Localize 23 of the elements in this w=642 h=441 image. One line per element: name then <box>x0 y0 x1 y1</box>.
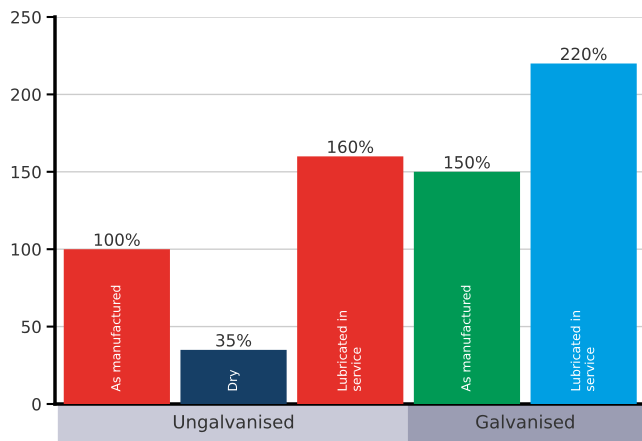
y-tick-label: 0 <box>32 398 41 411</box>
y-tick-label: 50 <box>22 320 41 334</box>
x-tick-label: Lubricated in service <box>570 311 594 391</box>
x-tick-label: As manufactured <box>110 286 120 392</box>
bar <box>530 63 637 404</box>
y-tick-label: 250 <box>11 10 41 24</box>
data-label: 220% <box>561 48 607 60</box>
bar <box>180 350 287 404</box>
data-label: 100% <box>94 233 140 246</box>
text: Galvanised <box>476 414 574 429</box>
y-tick-label: 100 <box>12 243 41 256</box>
bar <box>64 249 170 404</box>
y-tick-label: 150 <box>12 166 41 178</box>
x-tick-label: As manufactured <box>460 286 471 392</box>
x-tick-label: Lubricated in service <box>337 311 361 391</box>
data-label: 150% <box>444 156 490 169</box>
y-tick-label: 200 <box>11 88 41 101</box>
data-label: 160% <box>328 140 374 154</box>
text: Ungalvanised <box>174 414 294 432</box>
data-label: 35% <box>216 334 252 347</box>
bar <box>414 172 520 404</box>
bar <box>297 156 404 404</box>
x-tick-label: Dry <box>228 370 240 390</box>
